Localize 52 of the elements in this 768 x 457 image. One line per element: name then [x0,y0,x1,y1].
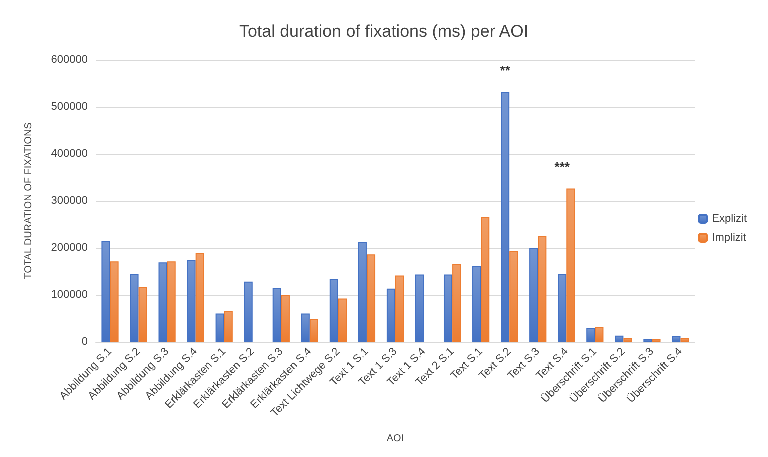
bar [358,242,367,342]
y-tick-label: 300000 [51,195,88,207]
legend-label: Implizit [712,232,746,244]
y-tick-label: 0 [82,336,88,348]
bar [244,282,253,342]
bar [130,274,139,342]
bar [366,254,376,342]
bar [510,251,518,342]
bar [338,298,348,342]
bar [530,248,538,342]
y-axis-title: TOTAL DURATION OF FIXATIONS [24,122,34,280]
annotation: *** [554,159,571,174]
y-tick-label: 500000 [51,101,88,113]
bar [538,236,547,342]
y-tick-label: 100000 [51,289,88,301]
bar [272,288,282,342]
y-tick-label: 600000 [51,54,88,66]
annotation: ** [500,62,512,78]
bar [452,264,462,342]
bar [481,217,490,342]
bar [224,310,233,342]
bar [672,336,681,342]
y-tick-label: 200000 [51,242,88,254]
bar [558,274,567,342]
bar [415,274,424,342]
chart-title: Total duration of fixations (ms) per AOI [239,22,529,41]
bar [501,92,510,342]
bar [216,314,224,342]
bar [196,253,204,342]
bar [187,260,196,342]
bar [102,240,110,342]
bar [586,328,596,342]
bar [624,338,632,342]
bar [680,338,690,342]
bar [396,276,404,342]
bar [138,287,148,342]
bar [386,288,396,342]
bar [167,262,176,342]
x-axis-title: AOI [386,434,404,444]
y-tick-label: 400000 [51,148,88,160]
bar [330,279,338,342]
bar [158,262,168,342]
legend-label: Explizit [712,213,747,225]
bar [281,295,290,342]
bar [301,314,310,342]
bar [566,188,576,342]
bar [110,262,119,342]
bar [472,266,482,342]
bar [444,274,453,342]
bar [595,327,604,342]
bar [310,319,318,342]
bar [615,336,624,342]
